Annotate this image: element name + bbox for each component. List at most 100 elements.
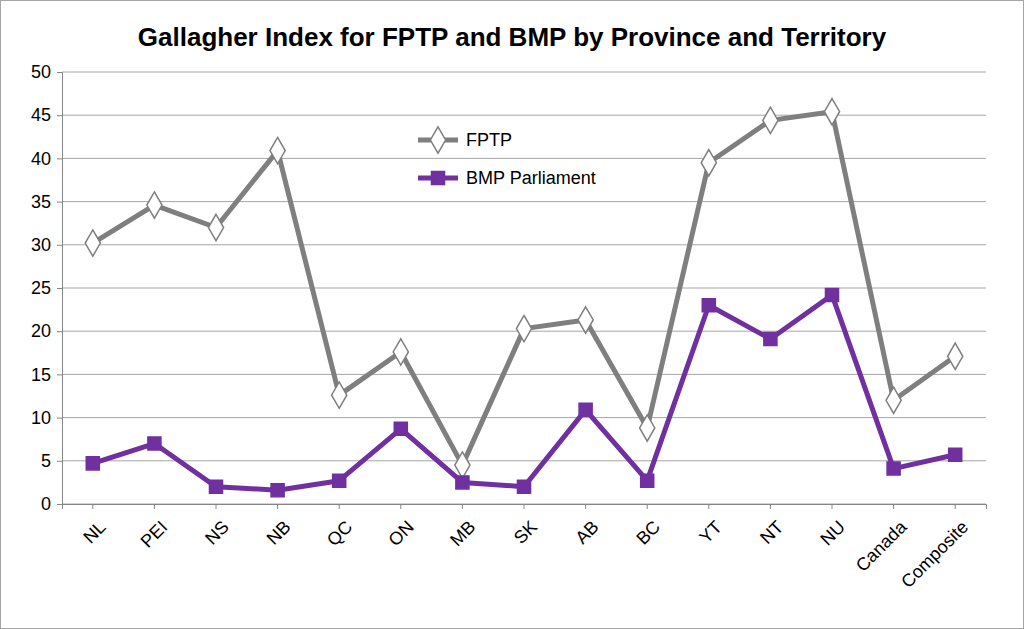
x-tick-label: NL [79, 517, 109, 547]
y-axis: 0 5 10 15 20 25 30 35 40 45 50 [31, 62, 63, 514]
x-tick-label: Composite [897, 517, 972, 592]
grid-line [62, 460, 986, 461]
legend-item: BMP Parliament [418, 168, 596, 188]
data-point [702, 299, 715, 312]
data-point [86, 457, 99, 470]
title: Gallagher Index for FPTP and BMP by Prov… [138, 22, 887, 52]
grid-line [62, 115, 986, 116]
y-tick-mark [57, 72, 62, 73]
x-tick: NS [201, 504, 233, 549]
x-tick: AB [571, 504, 602, 548]
data-point [517, 480, 530, 493]
legend: FPTP BMP Parliament [418, 127, 596, 188]
data-point [763, 107, 778, 133]
x-tick-mark [770, 504, 771, 509]
plot-area [85, 99, 963, 497]
x-tick-mark [400, 504, 401, 509]
x-tick: BC [632, 504, 664, 549]
y-tick-mark [57, 461, 62, 462]
data-point [640, 415, 655, 441]
x-tick: NB [263, 504, 295, 549]
x-tick-mark [524, 504, 525, 509]
x-tick: Composite [897, 504, 972, 592]
x-tick-label: Canada [852, 516, 911, 575]
x-tick-mark [893, 504, 894, 509]
x-tick: QC [323, 504, 356, 550]
y-tick-mark [57, 374, 62, 375]
y-tick-label: 25 [31, 278, 51, 298]
data-point [764, 332, 777, 345]
data-point [85, 230, 100, 256]
grid-line [62, 201, 986, 202]
data-point [208, 214, 223, 240]
grid-line [62, 288, 986, 289]
y-tick-label: 45 [31, 105, 51, 125]
y-tick-mark [57, 158, 62, 159]
y-tick-label: 50 [31, 62, 51, 82]
series-line [93, 295, 955, 490]
y-tick-label: 35 [31, 192, 51, 212]
x-tick-label: SK [510, 517, 541, 548]
y-tick: 5 [41, 451, 62, 471]
y-tick-mark [57, 288, 62, 289]
y-tick: 10 [31, 408, 62, 428]
y-tick-label: 20 [31, 321, 51, 341]
x-tick-mark [216, 504, 217, 509]
x-tick-label: ON [385, 517, 418, 550]
data-point [271, 484, 284, 497]
grid [62, 72, 986, 504]
data-point [887, 462, 900, 475]
data-point [270, 137, 285, 163]
x-tick-label: NS [201, 517, 233, 549]
x-tick: Canada [852, 504, 911, 576]
y-tick-mark [57, 418, 62, 419]
y-tick: 50 [31, 62, 62, 82]
data-point [641, 474, 654, 487]
data-point [332, 382, 347, 408]
grid-line [62, 72, 986, 73]
x-tick-label: NB [263, 517, 295, 549]
y-tick-mark [57, 245, 62, 246]
data-point [148, 437, 161, 450]
x-tick-mark [832, 504, 833, 509]
x-tick-mark [339, 504, 340, 509]
y-tick: 30 [31, 235, 62, 255]
legend-marker [430, 127, 445, 153]
y-tick-mark [57, 115, 62, 116]
data-point [579, 403, 592, 416]
x-tick-label: YT [695, 517, 725, 547]
y-tick: 40 [31, 149, 62, 169]
grid-line [62, 158, 986, 159]
x-tick-mark [154, 504, 155, 509]
x-tick-label: NU [816, 517, 849, 550]
grid-line [62, 374, 986, 375]
y-tick-label: 10 [31, 408, 51, 428]
data-point [456, 476, 469, 489]
x-tick-mark [462, 504, 463, 509]
x-tick: PEI [137, 504, 172, 551]
x-tick-mark [92, 504, 93, 509]
y-tick-label: 15 [31, 365, 51, 385]
x-tick-mark [708, 504, 709, 509]
x-tick-label: NT [756, 517, 787, 548]
y-tick: 15 [31, 365, 62, 385]
data-point [209, 480, 222, 493]
x-tick: SK [510, 504, 541, 548]
y-tick-mark [57, 331, 62, 332]
grid-line [62, 244, 986, 245]
grid-line [62, 417, 986, 418]
y-tick-label: 5 [41, 451, 51, 471]
frame [1, 1, 1024, 629]
x-tick-label: BC [632, 517, 664, 549]
x-tick: NU [816, 504, 849, 549]
x-tick: NL [79, 504, 109, 547]
legend-label: FPTP [466, 130, 512, 150]
x-tick-mark [955, 504, 956, 509]
x-tick-label: AB [571, 517, 602, 548]
y-tick-mark [57, 504, 62, 505]
x-tick-label: PEI [137, 517, 172, 552]
y-tick: 20 [31, 321, 62, 341]
y-tick-label: 0 [41, 494, 51, 514]
data-point [949, 448, 962, 461]
legend-label: BMP Parliament [466, 168, 596, 188]
